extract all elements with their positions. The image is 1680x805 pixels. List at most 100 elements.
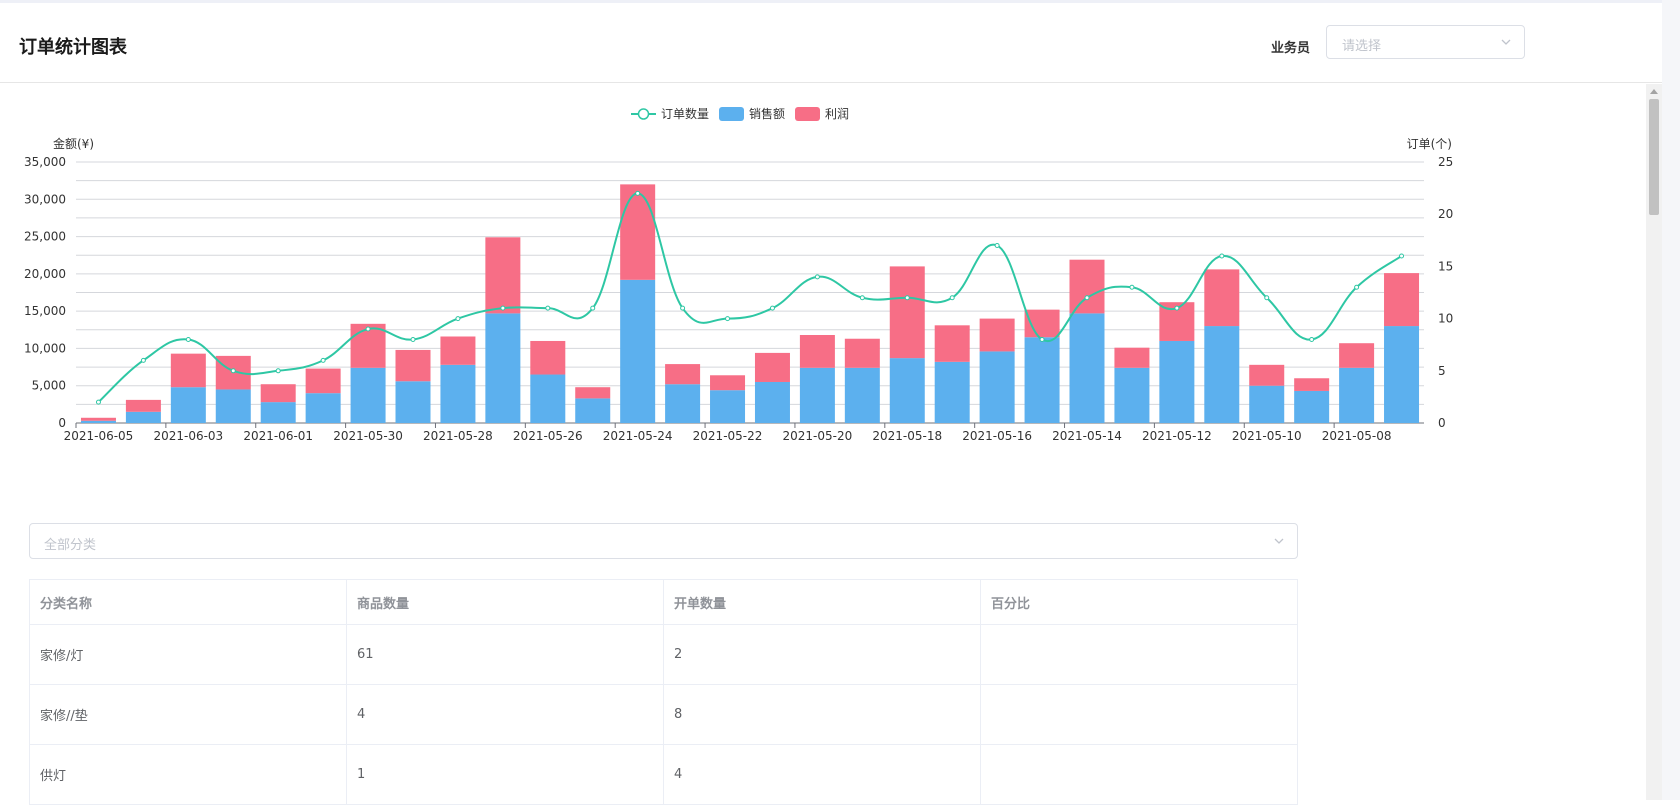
orders-point [1264,295,1270,301]
profit-bar [979,318,1015,352]
orders-point [230,368,236,374]
sales-bar [1024,337,1060,423]
category-select[interactable]: 全部分类 [29,523,1298,559]
sales-bar [979,351,1015,423]
profit-bar [844,338,880,368]
left-axis-tick-label: 25,000 [24,230,66,244]
sales-bar [305,393,341,423]
x-axis-tick-label: 2021-06-03 [153,429,223,443]
profit-bar [440,336,476,365]
sales-bar [1204,326,1240,423]
sales-bar [260,402,296,423]
profit-bar [1114,347,1150,368]
product-count-cell: 4 [346,684,664,745]
profit-bar [305,368,341,394]
sales-bar [215,389,251,423]
page-header: 订单统计图表 业务员 请选择 [0,3,1662,83]
salesperson-select[interactable]: 请选择 [1326,25,1525,59]
x-axis-tick-label: 2021-05-20 [783,429,853,443]
legend-orders-label: 订单数量 [661,106,709,121]
profit-bar [170,353,206,388]
x-axis-tick-label: 2021-05-28 [423,429,493,443]
orders-point [1219,253,1225,259]
sales-bar [1069,313,1105,423]
profit-bar [934,325,970,362]
product-count-cell: 1 [346,744,664,805]
column-header: 商品数量 [346,579,664,625]
right-axis-tick-label: 10 [1438,312,1453,326]
sales-bar [530,374,566,423]
scroll-up-arrow-icon[interactable] [1650,89,1658,94]
sales-bar [934,361,970,423]
sales-bar [1294,390,1330,423]
orders-point [1084,295,1090,301]
legend-orders-marker [637,108,650,120]
right-axis-tick-label: 5 [1438,364,1446,378]
orders-point [1354,284,1360,290]
orders-point [1039,336,1045,342]
profit-bar [1069,259,1105,314]
category-select-placeholder: 全部分类 [44,538,97,553]
column-header: 开单数量 [663,579,981,625]
left-axis-tick-label: 30,000 [24,192,66,206]
left-axis-tick-label: 20,000 [24,267,66,281]
vertical-scrollbar[interactable] [1646,84,1662,800]
salesperson-select-placeholder: 请选择 [1342,39,1382,54]
left-axis-tick-label: 10,000 [24,341,66,355]
x-axis-tick-label: 2021-05-08 [1322,429,1392,443]
sales-bar [1114,367,1150,423]
orders-point [410,336,416,342]
x-axis-tick-label: 2021-05-12 [1142,429,1212,443]
x-axis-tick-label: 2021-06-05 [64,429,134,443]
product-count-cell: 61 [346,624,664,685]
table-header-row: 分类名称 商品数量 开单数量 百分比 [29,579,1298,625]
x-axis-tick-label: 2021-05-30 [333,429,403,443]
legend-profit-label: 利润 [825,107,849,121]
orders-point [1399,253,1405,259]
orders-point [590,305,596,311]
sales-bar [170,387,206,423]
x-axis-tick-label: 2021-05-26 [513,429,583,443]
sales-bar [575,398,611,423]
orders-point [140,357,146,363]
scrollbar-thumb[interactable] [1649,99,1659,215]
orders-point [455,316,461,322]
order-count-cell: 4 [663,744,981,805]
table-row: 家修/灯 61 2 [29,624,1298,685]
orders-point [545,305,551,311]
chevron-down-icon [1274,538,1284,544]
x-axis-tick-label: 2021-06-01 [243,429,313,443]
sales-bar [1339,367,1375,423]
left-axis-tick-label: 0 [58,416,66,430]
profit-bar [1204,269,1240,327]
orders-point [859,295,865,301]
profit-bar [754,352,790,382]
profit-bar [1339,343,1375,368]
sales-bar [1249,385,1285,423]
order-statistics-chart: 35,000 30,000 25,000 20,000 15,000 10,000 5,00… [24,106,1453,443]
left-axis-tick-label: 15,000 [24,304,66,318]
left-axis-title: 金额(¥) [53,136,94,151]
orders-point [320,357,326,363]
profit-bar [530,340,566,375]
page-title: 订单统计图表 [19,37,127,58]
profit-bar [889,266,925,359]
orders-point [365,326,371,332]
right-axis-tick-label: 20 [1438,207,1453,221]
right-axis-tick-label: 0 [1438,416,1446,430]
orders-point [1174,305,1180,311]
profit-bar [575,387,611,399]
x-axis-tick-label: 2021-05-22 [693,429,763,443]
sales-bar [125,411,161,423]
orders-point [275,368,281,374]
sales-bar [799,367,835,423]
sales-bar [350,367,386,423]
sales-bar [665,384,701,423]
sales-bar [844,367,880,423]
profit-bar [1294,378,1330,391]
percentage-cell [980,744,1298,805]
orders-point [769,305,775,311]
sales-bar [710,390,746,423]
x-axis-tick-label: 2021-05-24 [603,429,673,443]
category-table: 分类名称 商品数量 开单数量 百分比 家修/灯 61 2 家修//垫 4 8 供… [29,579,1298,805]
